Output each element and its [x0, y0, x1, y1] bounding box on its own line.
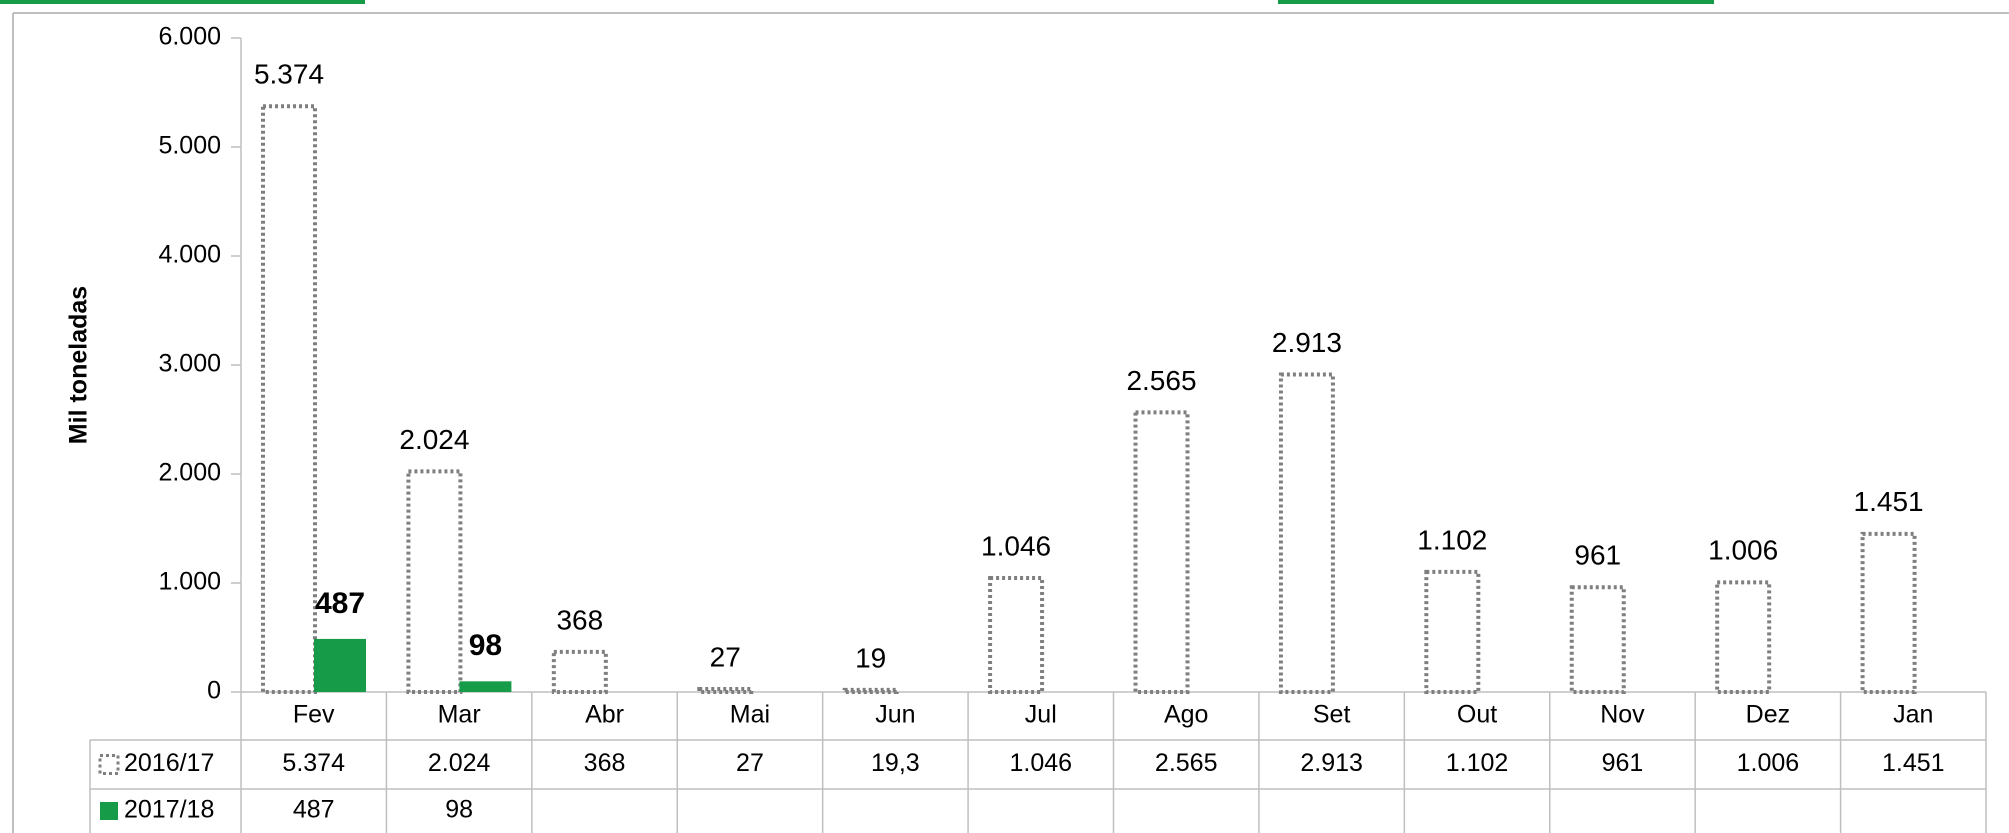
- y-tick-label: 5.000: [158, 132, 221, 160]
- table-cell: 1.006: [1737, 749, 1800, 777]
- data-label: 2.913: [1272, 327, 1342, 358]
- x-tick-label: Mar: [438, 701, 481, 729]
- bar: [1424, 569, 1481, 695]
- data-label: 2.565: [1126, 365, 1196, 396]
- table-cell: 1.102: [1446, 749, 1509, 777]
- data-label: 487: [315, 587, 365, 620]
- bar: [1860, 531, 1917, 694]
- bar: [1133, 410, 1190, 694]
- table-cell: 98: [445, 796, 473, 824]
- y-tick-label: 6.000: [158, 23, 221, 51]
- data-label: 1.046: [981, 530, 1051, 561]
- data-label: 98: [469, 629, 502, 662]
- data-label: 2.024: [399, 424, 469, 455]
- table-cell: 19,3: [871, 749, 920, 777]
- x-tick-label: Set: [1313, 701, 1351, 729]
- legend-label: 2017/18: [124, 796, 214, 824]
- bar: [1715, 580, 1772, 695]
- data-label: 1.102: [1417, 524, 1487, 555]
- bar: [842, 687, 899, 695]
- x-tick-label: Jun: [875, 701, 915, 729]
- y-tick-label: 0: [207, 677, 221, 705]
- data-label: 368: [556, 604, 603, 635]
- table-cell: 27: [736, 749, 764, 777]
- y-tick-label: 2.000: [158, 459, 221, 487]
- data-label: 27: [710, 641, 741, 672]
- data-label: 19: [855, 642, 886, 673]
- x-tick-label: Ago: [1164, 701, 1208, 729]
- x-tick-label: Abr: [585, 701, 624, 729]
- y-axis-label: Mil toneladas: [65, 286, 93, 444]
- bar: [551, 649, 608, 694]
- table-cell: 2.024: [428, 749, 491, 777]
- x-tick-label: Mai: [730, 701, 770, 729]
- top-accent: [1278, 0, 1714, 4]
- bar: [1278, 372, 1335, 694]
- table-cell: 487: [293, 796, 335, 824]
- bar: [261, 104, 317, 694]
- y-tick-label: 4.000: [158, 241, 221, 269]
- y-tick-label: 1.000: [158, 568, 221, 596]
- x-tick-label: Fev: [293, 701, 335, 729]
- y-tick-label: 3.000: [158, 350, 221, 378]
- top-accent: [0, 0, 365, 4]
- data-label: 5.374: [254, 59, 324, 90]
- data-label: 961: [1574, 540, 1621, 571]
- bar: [314, 638, 366, 692]
- data-label: 1.451: [1854, 486, 1924, 517]
- table-cell: 5.374: [282, 749, 345, 777]
- legend-key: [98, 754, 120, 775]
- legend-label: 2016/17: [124, 749, 214, 777]
- table-cell: 368: [584, 749, 626, 777]
- bar: [459, 681, 512, 692]
- table-cell: 2.565: [1155, 749, 1218, 777]
- table-cell: 2.913: [1300, 749, 1363, 777]
- x-tick-label: Out: [1457, 701, 1497, 729]
- bar: [697, 687, 754, 695]
- table-cell: 1.451: [1882, 749, 1945, 777]
- table-cell: 961: [1602, 749, 1644, 777]
- bar: [1569, 585, 1626, 694]
- x-tick-label: Jul: [1025, 701, 1057, 729]
- x-tick-label: Nov: [1600, 701, 1645, 729]
- bar: [988, 575, 1045, 695]
- x-tick-label: Dez: [1746, 701, 1790, 729]
- data-label: 1.006: [1708, 535, 1778, 566]
- bar: [406, 469, 463, 694]
- x-tick-label: Jan: [1893, 701, 1933, 729]
- legend-key: [100, 802, 118, 820]
- table-cell: 1.046: [1010, 749, 1073, 777]
